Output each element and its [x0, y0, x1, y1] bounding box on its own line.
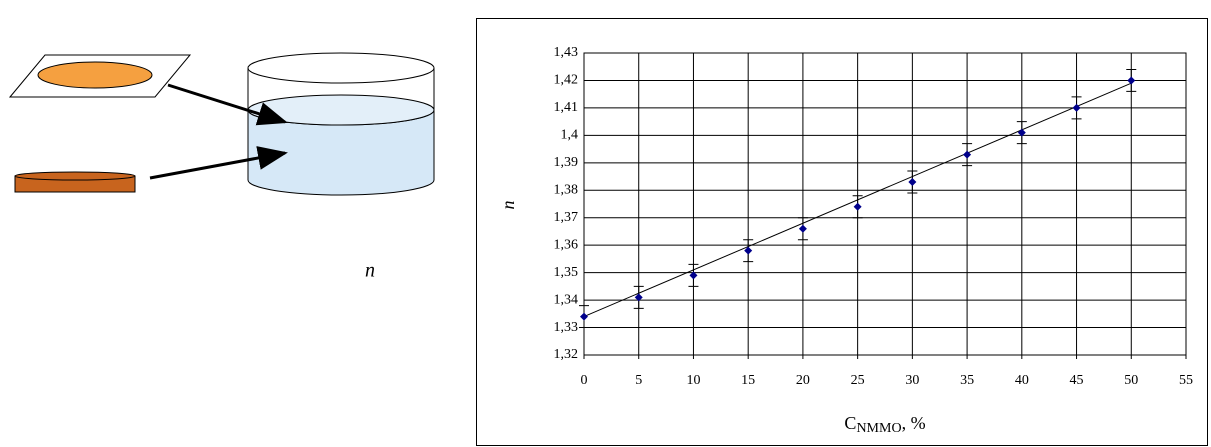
y-tick-label: 1,41 — [554, 100, 579, 115]
y-tick-label: 1,35 — [554, 265, 579, 280]
y-tick-label: 1,34 — [554, 292, 579, 307]
x-tick-label: 25 — [851, 373, 865, 388]
x-tick-label: 15 — [741, 373, 755, 388]
y-axis-label: n — [498, 201, 518, 210]
arrow — [149, 146, 288, 180]
disc-top — [14, 171, 136, 181]
x-tick-label: 50 — [1124, 373, 1138, 388]
point — [689, 271, 698, 280]
y-tick-label: 1,43 — [554, 45, 579, 60]
point — [853, 202, 862, 211]
y-tick-label: 1,39 — [554, 155, 579, 170]
x-tick-label: 10 — [686, 373, 700, 388]
y-tick-label: 1,32 — [554, 347, 579, 362]
beaker-rim — [247, 52, 435, 84]
x-label-main: C — [844, 413, 856, 433]
y-tick-label: 1,33 — [554, 320, 579, 335]
arrow — [167, 83, 288, 126]
y-tick-label: 1,36 — [554, 237, 579, 252]
x-tick-label: 30 — [905, 373, 919, 388]
x-tick-label: 55 — [1179, 373, 1193, 388]
x-label-sub: NMMO — [856, 421, 901, 436]
y-tick-label: 1,4 — [561, 128, 579, 143]
point — [744, 246, 753, 255]
point — [1127, 76, 1136, 85]
point — [1017, 128, 1026, 137]
point — [908, 178, 917, 187]
point — [798, 224, 807, 233]
y-tick-label: 1,38 — [554, 182, 579, 197]
x-tick-label: 20 — [796, 373, 810, 388]
x-tick-label: 40 — [1015, 373, 1029, 388]
plot-area — [583, 52, 1187, 356]
point — [580, 312, 588, 321]
diagram: n — [8, 52, 435, 282]
x-tick-label: 35 — [960, 373, 974, 388]
x-axis-label: CNMMO, % — [844, 413, 925, 436]
chart-frame — [476, 18, 1208, 446]
x-label-suffix: , % — [902, 413, 926, 433]
x-tick-label: 5 — [635, 373, 642, 388]
film — [37, 61, 153, 89]
y-tick-label: 1,37 — [554, 210, 579, 225]
x-tick-label: 45 — [1070, 373, 1084, 388]
diagram-label: n — [365, 260, 375, 282]
point — [634, 293, 643, 302]
x-tick-label: 0 — [581, 373, 588, 388]
point — [1072, 103, 1081, 112]
y-tick-label: 1,42 — [554, 73, 579, 88]
point — [963, 150, 972, 159]
